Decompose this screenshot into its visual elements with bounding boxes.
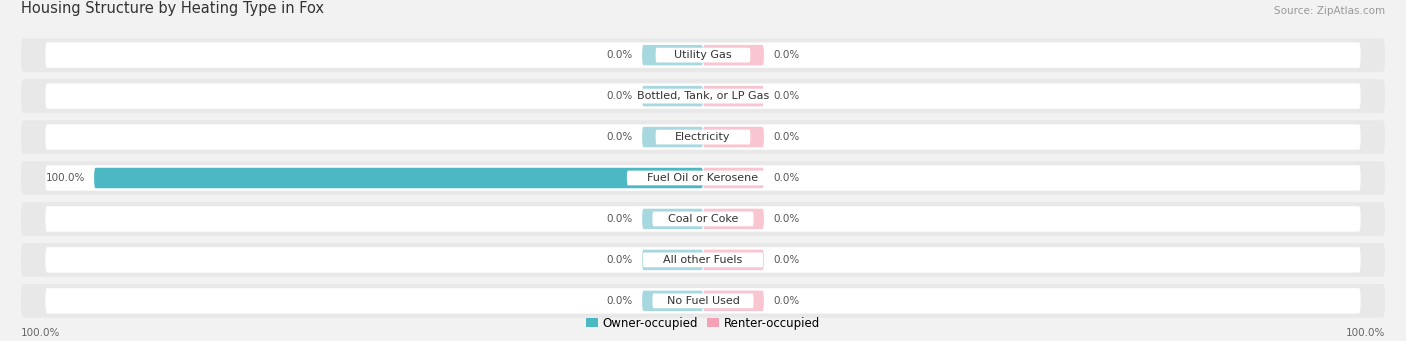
FancyBboxPatch shape (655, 130, 751, 144)
FancyBboxPatch shape (703, 209, 763, 229)
FancyBboxPatch shape (643, 253, 763, 267)
Text: 0.0%: 0.0% (607, 50, 633, 60)
FancyBboxPatch shape (45, 124, 1361, 150)
FancyBboxPatch shape (21, 38, 1385, 72)
Text: 0.0%: 0.0% (773, 214, 799, 224)
Text: Source: ZipAtlas.com: Source: ZipAtlas.com (1274, 6, 1385, 16)
FancyBboxPatch shape (703, 127, 763, 147)
Text: 0.0%: 0.0% (773, 50, 799, 60)
Text: Coal or Coke: Coal or Coke (668, 214, 738, 224)
Text: 0.0%: 0.0% (607, 132, 633, 142)
FancyBboxPatch shape (643, 45, 703, 65)
FancyBboxPatch shape (643, 86, 703, 106)
Text: 0.0%: 0.0% (773, 255, 799, 265)
FancyBboxPatch shape (643, 250, 703, 270)
FancyBboxPatch shape (21, 202, 1385, 236)
FancyBboxPatch shape (614, 89, 792, 103)
Text: 0.0%: 0.0% (607, 296, 633, 306)
FancyBboxPatch shape (45, 247, 1361, 272)
FancyBboxPatch shape (21, 243, 1385, 277)
Text: Bottled, Tank, or LP Gas: Bottled, Tank, or LP Gas (637, 91, 769, 101)
FancyBboxPatch shape (703, 250, 763, 270)
Text: 0.0%: 0.0% (773, 173, 799, 183)
Text: Fuel Oil or Kerosene: Fuel Oil or Kerosene (647, 173, 759, 183)
FancyBboxPatch shape (21, 79, 1385, 113)
FancyBboxPatch shape (703, 86, 763, 106)
FancyBboxPatch shape (45, 206, 1361, 232)
FancyBboxPatch shape (21, 161, 1385, 195)
FancyBboxPatch shape (703, 45, 763, 65)
Text: 0.0%: 0.0% (773, 132, 799, 142)
Text: Electricity: Electricity (675, 132, 731, 142)
FancyBboxPatch shape (45, 165, 1361, 191)
Text: 0.0%: 0.0% (773, 91, 799, 101)
FancyBboxPatch shape (45, 84, 1361, 109)
FancyBboxPatch shape (45, 42, 1361, 68)
FancyBboxPatch shape (703, 168, 763, 188)
FancyBboxPatch shape (652, 211, 754, 226)
Text: No Fuel Used: No Fuel Used (666, 296, 740, 306)
FancyBboxPatch shape (94, 168, 703, 188)
FancyBboxPatch shape (45, 288, 1361, 313)
FancyBboxPatch shape (643, 127, 703, 147)
Text: All other Fuels: All other Fuels (664, 255, 742, 265)
FancyBboxPatch shape (655, 48, 751, 62)
Text: 100.0%: 100.0% (1346, 328, 1385, 338)
Legend: Owner-occupied, Renter-occupied: Owner-occupied, Renter-occupied (586, 317, 820, 330)
FancyBboxPatch shape (643, 209, 703, 229)
Text: 100.0%: 100.0% (21, 328, 60, 338)
Text: Utility Gas: Utility Gas (675, 50, 731, 60)
Text: 0.0%: 0.0% (607, 91, 633, 101)
FancyBboxPatch shape (652, 294, 754, 308)
Text: 0.0%: 0.0% (607, 214, 633, 224)
FancyBboxPatch shape (21, 120, 1385, 154)
FancyBboxPatch shape (703, 291, 763, 311)
Text: 0.0%: 0.0% (607, 255, 633, 265)
FancyBboxPatch shape (627, 170, 779, 186)
FancyBboxPatch shape (643, 291, 703, 311)
FancyBboxPatch shape (21, 284, 1385, 317)
Text: 100.0%: 100.0% (45, 173, 84, 183)
Text: Housing Structure by Heating Type in Fox: Housing Structure by Heating Type in Fox (21, 1, 323, 16)
Text: 0.0%: 0.0% (773, 296, 799, 306)
